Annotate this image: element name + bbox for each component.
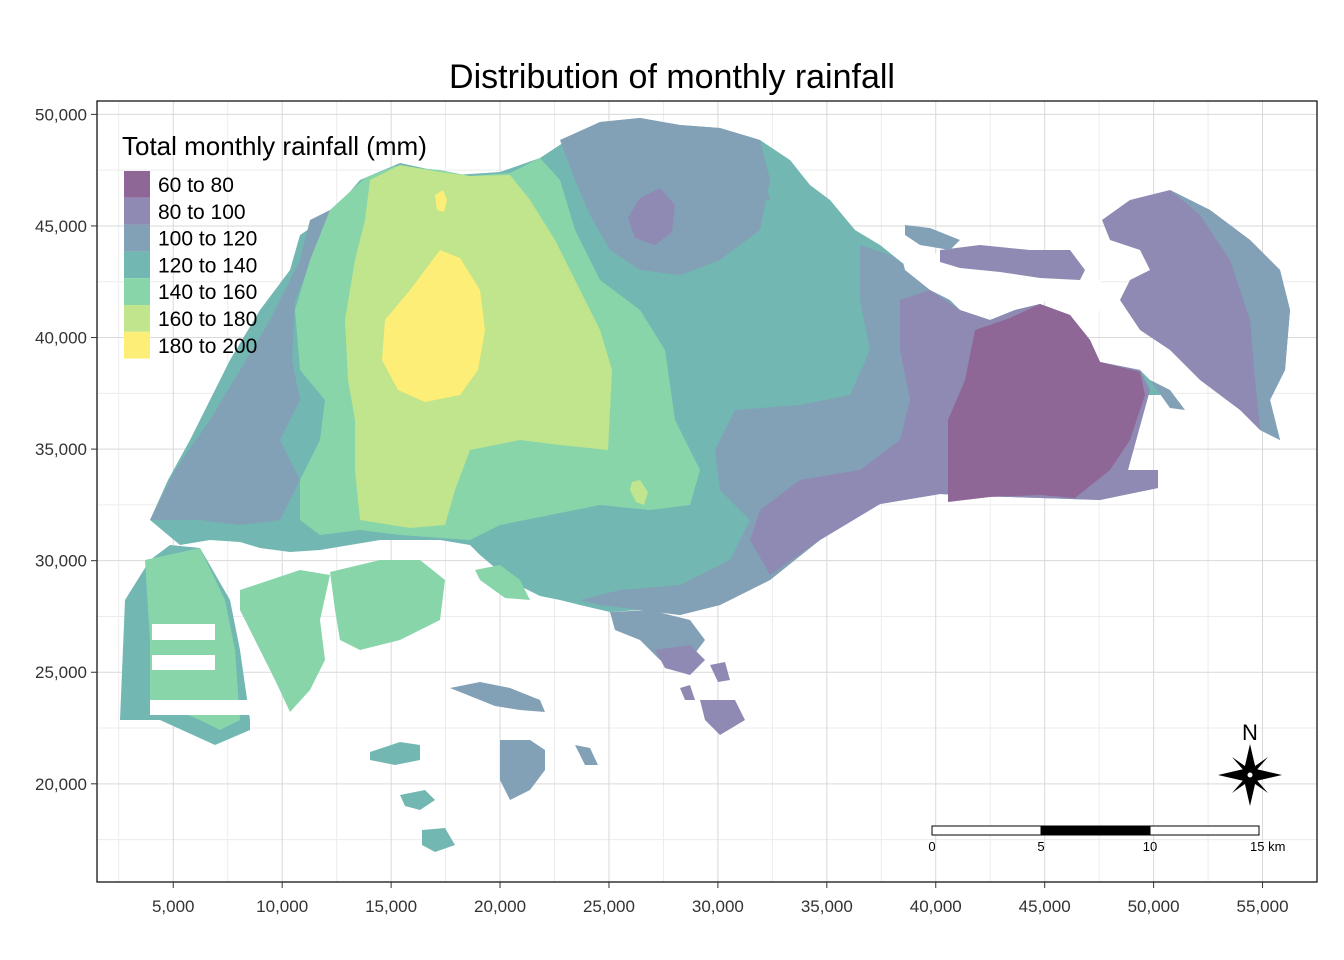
jurong-island-mid [330,560,445,650]
pulau-tekong-band-100-120 [1170,190,1290,440]
legend-key [124,197,150,225]
map-title: Distribution of monthly rainfall [449,58,895,96]
legend-key [124,305,150,332]
map-panel [96,100,1318,883]
east-islet [1150,380,1185,410]
legend-label: 60 to 80 [158,174,234,197]
x-tick-label: 45,000 [1019,897,1071,916]
scale-segment-2 [1040,825,1151,836]
legend-label: 80 to 100 [158,201,246,224]
y-axis: 50,000 45,000 40,000 35,000 30,000 25,000 20,0… [35,105,97,794]
x-tick-label: 25,000 [583,897,635,916]
scale-label-5: 5 [1037,839,1044,854]
y-tick-label: 35,000 [35,440,87,459]
legend-label: 140 to 160 [158,281,257,304]
north-islet [735,160,770,200]
y-tick-label: 50,000 [35,105,87,124]
y-tick-label: 20,000 [35,775,87,794]
scale-label-10: 10 [1143,839,1157,854]
pulau-ubin-west [905,225,960,250]
legend-title: Total monthly rainfall (mm) [122,131,427,161]
legend-key [124,251,150,279]
southern-island-sentosa [655,645,705,675]
x-tick-label: 40,000 [910,897,962,916]
north-label: N [1242,720,1258,745]
x-tick-label: 15,000 [365,897,417,916]
x-tick-label: 55,000 [1237,897,1289,916]
southern-island-8 [400,790,435,810]
x-tick-label: 50,000 [1128,897,1180,916]
legend-key [124,331,150,359]
legend-key [124,224,150,252]
southern-island-6 [500,740,545,800]
southern-island-2 [680,685,695,700]
x-tick-label: 30,000 [692,897,744,916]
legend-label: 100 to 120 [158,228,257,251]
water-channel-north [900,250,1110,320]
x-axis: 5,000 10,000 15,000 20,000 25,000 30,000 35,00… [152,882,1289,916]
band-180-200 [382,250,485,402]
west-cutout-1 [152,624,215,640]
band-140-160-spot [630,480,648,505]
x-tick-label: 10,000 [256,897,308,916]
x-tick-label: 5,000 [152,897,195,916]
north-arrow-icon: N [1218,720,1282,806]
southern-island-5 [450,682,545,712]
band-100-120-east [580,245,975,615]
legend-label: 180 to 200 [158,335,257,358]
legend-label: 120 to 140 [158,254,257,277]
y-tick-label: 45,000 [35,217,87,236]
southern-island-4 [700,700,745,735]
band-80-100-north-blob [628,188,675,245]
y-tick-label: 40,000 [35,329,87,348]
x-tick-label: 20,000 [474,897,526,916]
band-100-120-northwest [150,210,330,525]
band-60-80-east [948,304,1145,502]
southern-island-10 [575,745,598,765]
southern-island-7 [370,742,420,765]
legend-key [124,278,150,305]
band-180-200-small [435,190,447,212]
x-tick-label: 35,000 [801,897,853,916]
legend-key [124,171,150,198]
legend-label: 160 to 180 [158,308,257,331]
scale-segment-1 [931,825,1042,836]
panel-border [96,100,1318,883]
pulau-ubin [940,245,1085,280]
scale-bar: 0 5 10 15 km [928,825,1285,854]
scale-label-0: 0 [928,839,935,854]
scale-segment-3 [1149,825,1260,836]
southern-island-9 [422,828,455,852]
y-tick-label: 30,000 [35,552,87,571]
legend: Total monthly rainfall (mm) 60 to 80 80 t… [122,131,427,359]
scale-label-15-km: 15 km [1250,839,1285,854]
jurong-island-west [240,570,330,712]
west-cutout-2 [152,655,215,670]
y-tick-label: 25,000 [35,663,87,682]
west-cutout-3 [150,700,250,715]
jurong-island-east [475,565,530,600]
southern-island-3 [710,662,730,682]
